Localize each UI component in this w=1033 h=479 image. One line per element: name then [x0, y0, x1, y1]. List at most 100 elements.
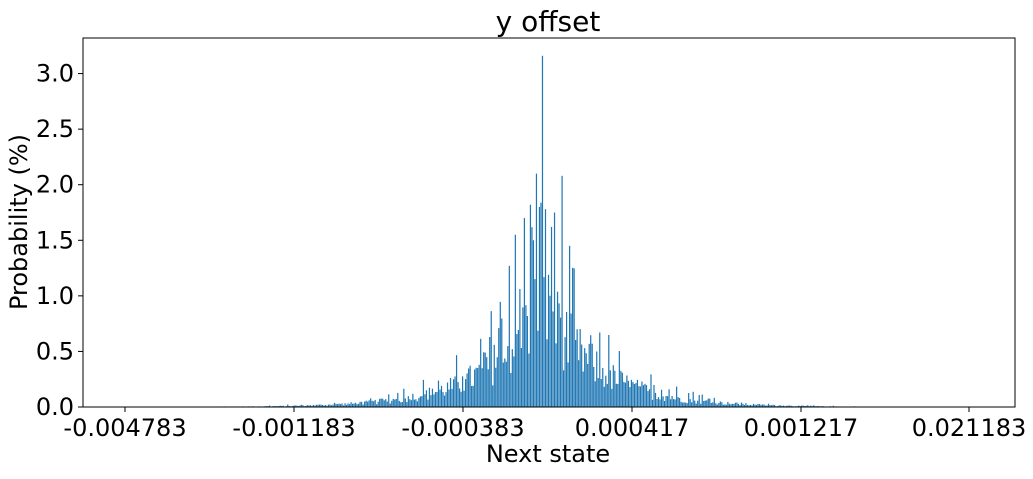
bar — [510, 373, 511, 407]
bar — [590, 335, 591, 407]
bar — [735, 403, 736, 407]
bar — [637, 380, 638, 407]
bar — [406, 402, 407, 407]
bar — [501, 318, 502, 407]
bar — [444, 396, 445, 407]
bar — [486, 357, 487, 407]
bar — [441, 386, 442, 407]
bars-group — [213, 56, 874, 407]
bar — [521, 348, 522, 407]
bar — [682, 403, 683, 407]
bar — [435, 392, 436, 407]
bar — [608, 335, 609, 407]
bar — [620, 371, 621, 407]
bar — [379, 399, 380, 407]
bar — [662, 396, 663, 407]
bar — [601, 379, 602, 407]
bar — [388, 394, 389, 407]
bar — [575, 340, 576, 407]
bar — [387, 401, 388, 407]
bar — [375, 400, 376, 407]
bar — [641, 382, 642, 407]
bar — [445, 392, 446, 407]
bar — [694, 401, 695, 407]
y-tick-label: 3.0 — [36, 60, 74, 88]
bar — [665, 396, 666, 407]
bar — [656, 399, 657, 407]
bar — [634, 384, 635, 407]
bar — [539, 207, 540, 407]
bar — [341, 403, 342, 407]
bar — [465, 379, 466, 407]
bar — [711, 403, 712, 407]
bar — [485, 353, 486, 407]
bar — [427, 400, 428, 407]
bar — [581, 345, 582, 407]
bar — [369, 400, 370, 407]
bar — [552, 311, 553, 407]
bar — [708, 399, 709, 407]
bar — [394, 399, 395, 407]
bar — [571, 314, 572, 407]
bar — [638, 386, 639, 407]
bar — [450, 378, 451, 407]
bar — [400, 402, 401, 407]
bar — [555, 343, 556, 407]
bar — [611, 389, 612, 407]
bar — [658, 397, 659, 407]
bar — [543, 277, 544, 407]
bar — [687, 403, 688, 407]
bar — [659, 399, 660, 407]
bar — [650, 374, 651, 407]
bar — [670, 399, 671, 407]
bar — [551, 227, 552, 407]
bar — [644, 384, 645, 407]
x-tick-label: -0.001183 — [232, 414, 355, 442]
bar — [414, 400, 415, 407]
bar — [614, 371, 615, 407]
bar — [586, 353, 587, 407]
x-tick-label: -0.004783 — [63, 414, 186, 442]
bar — [477, 368, 478, 407]
bar — [530, 205, 531, 407]
bar — [353, 403, 354, 407]
bar — [646, 385, 647, 407]
bar — [690, 399, 691, 407]
bar — [492, 385, 493, 407]
bar — [378, 402, 379, 407]
bar — [390, 404, 391, 407]
y-tick-label: 0.5 — [36, 337, 74, 365]
y-axis-label: Probability (%) — [5, 134, 33, 310]
bar — [462, 376, 463, 407]
bar — [498, 328, 499, 407]
bar — [393, 399, 394, 407]
bar — [534, 279, 535, 407]
bar — [476, 368, 477, 407]
bar — [647, 391, 648, 407]
bar — [408, 396, 409, 407]
bar — [625, 383, 626, 407]
bar — [451, 389, 452, 407]
bar — [595, 381, 596, 407]
y-tick-label: 2.5 — [36, 115, 74, 143]
bar — [367, 402, 368, 407]
bar — [527, 316, 528, 407]
bar — [473, 386, 474, 407]
bar — [604, 387, 605, 407]
bar — [736, 403, 737, 407]
bar — [569, 246, 570, 407]
bar — [721, 402, 722, 407]
bar — [429, 388, 430, 407]
bar — [712, 402, 713, 407]
bar — [593, 367, 594, 407]
bar — [405, 398, 406, 407]
bar — [418, 398, 419, 407]
bar — [518, 330, 519, 407]
bar — [399, 401, 400, 407]
bar — [613, 365, 614, 407]
bar — [495, 368, 496, 407]
bar — [420, 396, 421, 407]
bar — [619, 351, 620, 407]
